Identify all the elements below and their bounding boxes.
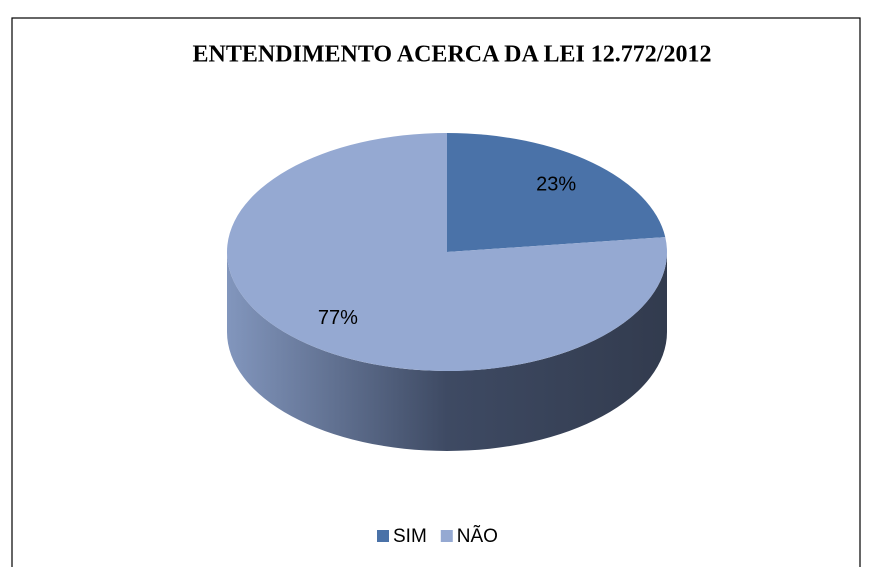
chart-title: ENTENDIMENTO ACERCA DA LEI 12.772/2012 <box>193 42 712 68</box>
pie-slice <box>226 133 668 372</box>
data-label: 23% <box>536 173 576 195</box>
legend-swatch <box>440 530 453 542</box>
legend-swatch <box>377 530 389 542</box>
legend-label: SIM <box>393 526 427 547</box>
pie-slice <box>447 133 666 252</box>
data-label: 77% <box>318 307 358 329</box>
legend-label: NÃO <box>457 525 498 547</box>
pie-side <box>227 252 667 451</box>
